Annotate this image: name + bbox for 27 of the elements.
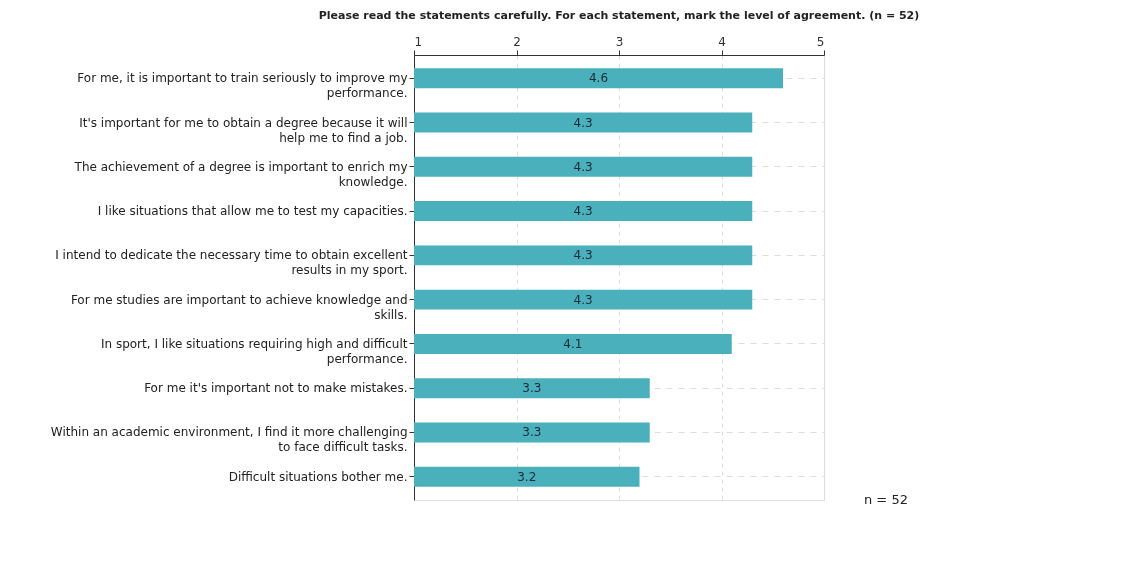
data-label: 4.3 xyxy=(573,248,593,263)
x-tick-label: 3 xyxy=(615,34,624,49)
text: n = 52 xyxy=(864,492,908,507)
data-label: 3.3 xyxy=(522,381,542,396)
x-tick-label: 5 xyxy=(816,34,825,49)
y-tick-label: I intend to dedicate the necessary time to obtain excellent results in my sport. xyxy=(55,248,408,278)
y-tick-label: In sport, I like situations requiring high and difficult performance. xyxy=(100,336,408,366)
data-label: 4.6 xyxy=(588,71,609,86)
data-label: 4.3 xyxy=(573,159,593,174)
x-tick-label: 2 xyxy=(513,34,521,49)
y-tick-label: For me it's important not to make mistakes. xyxy=(144,381,408,396)
x-tick-label: 1 xyxy=(414,34,423,49)
y-tick-label: For me studies are important to achieve knowledge and skills. xyxy=(70,292,408,322)
data-label: 4.1 xyxy=(563,336,583,351)
chart-title: Please read the statements carefully. For each statement, mark the level of agreement. (n = 52) xyxy=(318,9,920,22)
y-tick-label: It's important for me to obtain a degree because it will help me to find a job. xyxy=(79,115,408,145)
y-tick-label: Difficult situations bother me. xyxy=(228,469,408,484)
data-label: 4.3 xyxy=(573,292,593,307)
data-label: 3.2 xyxy=(517,469,537,484)
data-label: 4.3 xyxy=(573,115,593,130)
y-tick-label: Within an academic environment, I find it more challenging to face difficult tasks. xyxy=(50,425,408,455)
data-label: 4.3 xyxy=(573,204,593,219)
y-tick-label: For me, it is important to train seriously to improve my performance. xyxy=(77,71,408,101)
y-tick-label: I like situations that allow me to test my capacities. xyxy=(97,204,408,219)
x-tick-label: 4 xyxy=(718,34,726,49)
y-tick-label: The achievement of a degree is important to enrich my knowledge. xyxy=(73,159,408,189)
data-label: 3.3 xyxy=(522,425,542,440)
